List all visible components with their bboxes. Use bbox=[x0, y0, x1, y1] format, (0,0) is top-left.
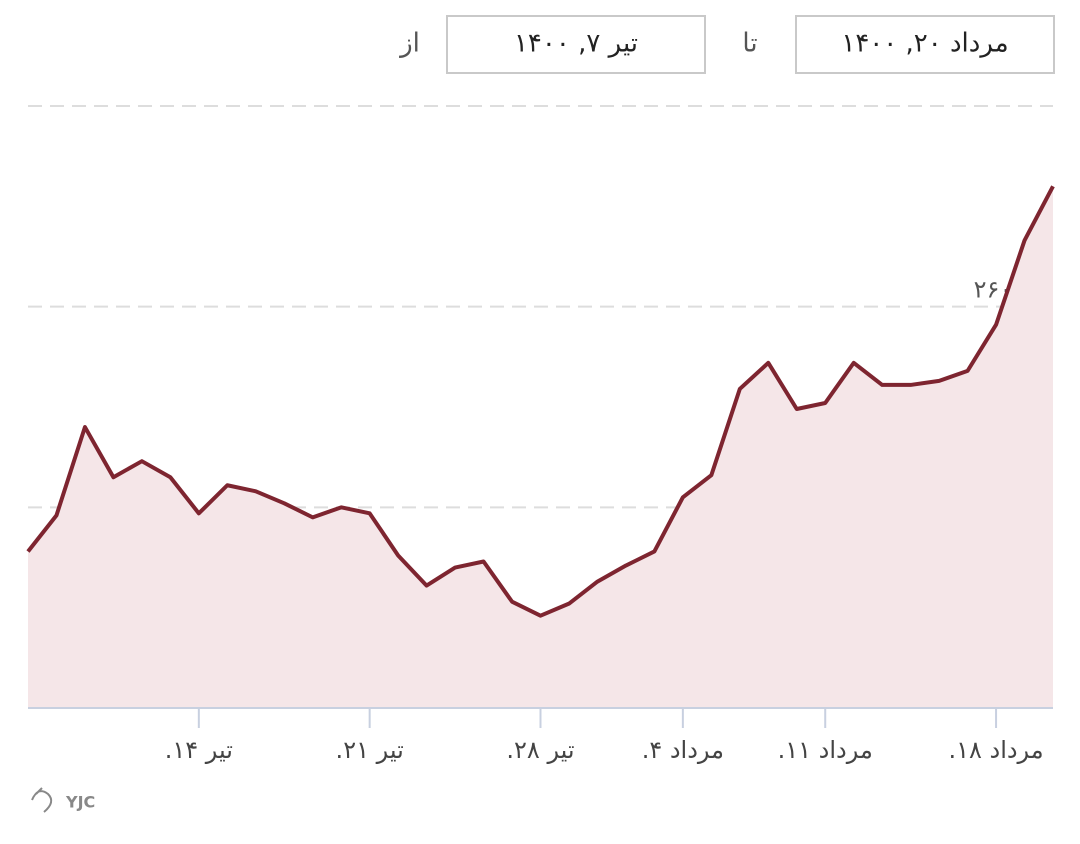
x-tick-label: مرداد ۱۱. bbox=[778, 736, 873, 764]
date-from-label: از bbox=[398, 29, 420, 59]
watermark: YJC bbox=[65, 793, 95, 812]
date-from[interactable]: تیر ۷, ۱۴۰۰ bbox=[514, 29, 638, 59]
logo bbox=[31, 787, 53, 813]
area-fill bbox=[28, 186, 1053, 708]
x-tick-label: مرداد ۱۸. bbox=[948, 736, 1043, 764]
date-to[interactable]: مرداد ۲۰, ۱۴۰۰ bbox=[841, 29, 1008, 59]
date-to-input[interactable] bbox=[795, 15, 1055, 74]
x-tick-label: تیر ۱۴. bbox=[165, 736, 233, 764]
date-from-input[interactable] bbox=[446, 15, 706, 74]
x-tick-label: تیر ۲۱. bbox=[336, 736, 404, 764]
x-tick-label: تیر ۲۸. bbox=[506, 736, 574, 764]
date-to-label: تا bbox=[742, 29, 757, 59]
line bbox=[26, 185, 1055, 618]
x-tick-label: مرداد ۴. bbox=[642, 736, 724, 764]
